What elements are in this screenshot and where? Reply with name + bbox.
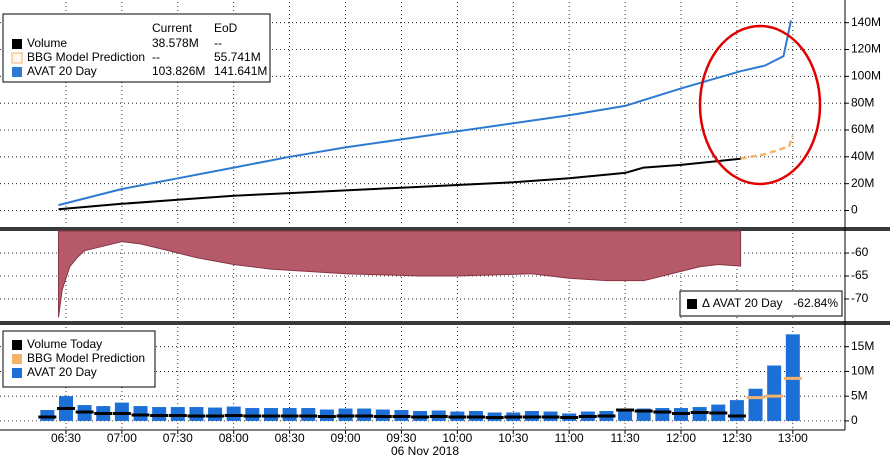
legend-label: Volume [27, 36, 67, 50]
legend-header: Current [152, 21, 193, 35]
x-tick-label: 12:00 [666, 431, 696, 445]
x-tick-label: 10:00 [442, 431, 472, 445]
y-tick-label: 20M [851, 176, 874, 190]
y-tick-label: -65 [851, 268, 869, 282]
line-series [58, 157, 741, 211]
panel-separator [0, 321, 890, 325]
y-tick-label: 10M [851, 364, 874, 378]
y-tick-label: 5M [851, 388, 868, 402]
bar [748, 388, 763, 421]
legend-swatch [12, 368, 22, 378]
bar [618, 409, 633, 421]
y-tick-label: 120M [851, 42, 881, 56]
legend-box [679, 290, 843, 317]
y-tick-label: -70 [851, 291, 869, 305]
legend-eod: 55.741M [214, 50, 261, 64]
y-tick-label: -60 [851, 245, 869, 259]
legend-current: 103.826M [152, 64, 205, 78]
y-tick-label: 60M [851, 122, 874, 136]
x-tick-label: 08:30 [275, 431, 305, 445]
bar [189, 407, 204, 421]
y-tick-label: 15M [851, 339, 874, 353]
legend-swatch [12, 354, 22, 364]
legend-current: -- [152, 50, 160, 64]
legend-swatch [12, 67, 22, 77]
x-tick-label: 11:00 [555, 431, 584, 445]
bar [767, 365, 782, 421]
y-tick-label: 0 [851, 203, 858, 217]
x-tick-label: 12:30 [722, 431, 752, 445]
legend-label: AVAT 20 Day [27, 365, 97, 379]
x-tick-label: 07:30 [163, 431, 193, 445]
legend-swatch [11, 52, 23, 64]
bar [114, 402, 129, 421]
bar [208, 407, 223, 421]
y-tick-label: 100M [851, 69, 881, 83]
legend-swatch [12, 340, 22, 350]
legend-box [2, 330, 156, 388]
x-tick-label: 08:00 [219, 431, 249, 445]
x-axis-label: 06 Nov 2018 [391, 444, 459, 458]
area-series [58, 230, 742, 318]
line-series [58, 20, 792, 207]
y-tick-label: 140M [851, 15, 881, 29]
legend-header: EoD [214, 21, 238, 35]
legend-value: -62.84% [793, 296, 838, 310]
x-tick-label: 07:00 [107, 431, 137, 445]
bar [226, 406, 241, 421]
x-tick-label: 11:30 [611, 431, 640, 445]
x-tick-label: 06:30 [51, 431, 81, 445]
x-tick-label: 09:00 [331, 431, 361, 445]
legend-swatch [687, 299, 697, 309]
panel-separator [0, 227, 890, 231]
line-series [740, 135, 794, 160]
bar [655, 408, 670, 421]
highlight-circle [698, 24, 822, 186]
legend-label: Δ AVAT 20 Day [702, 296, 783, 310]
y-tick-label: 40M [851, 149, 874, 163]
legend-box [2, 13, 271, 83]
legend-swatch [12, 39, 22, 49]
legend-eod: -- [214, 36, 222, 50]
x-tick-label: 10:30 [498, 431, 528, 445]
bar [729, 400, 744, 421]
x-tick-label: 13:00 [778, 431, 808, 445]
legend-label: AVAT 20 Day [27, 64, 97, 78]
legend-label: BBG Model Prediction [27, 50, 145, 64]
legend-label: BBG Model Prediction [27, 351, 145, 365]
x-tick-label: 09:30 [386, 431, 416, 445]
y-tick-label: 80M [851, 95, 874, 109]
legend-label: Volume Today [27, 337, 102, 351]
legend-eod: 141.641M [214, 64, 267, 78]
legend-current: 38.578M [152, 36, 199, 50]
y-tick-label: 0 [851, 413, 858, 427]
